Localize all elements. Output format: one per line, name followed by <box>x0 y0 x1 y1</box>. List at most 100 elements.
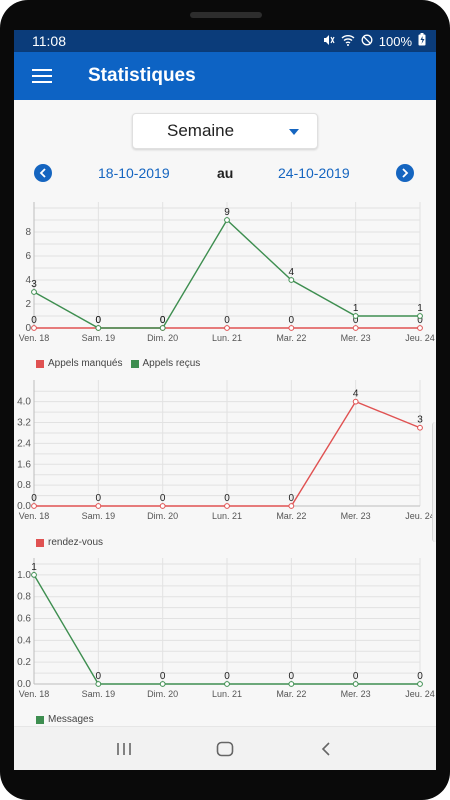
x-tick-label: Jeu. 24 <box>405 689 435 699</box>
data-point <box>159 681 166 687</box>
legend-item-appointments: rendez-vous <box>36 537 103 548</box>
data-point <box>95 503 102 509</box>
data-label: 0 <box>160 315 166 326</box>
data-label: 0 <box>224 493 230 504</box>
data-point <box>224 217 230 223</box>
date-to[interactable]: 24-10-2019 <box>278 165 350 181</box>
x-tick-label: Sam. 19 <box>82 689 116 699</box>
chevron-right-icon <box>402 168 409 178</box>
y-tick-label: 6 <box>25 251 31 262</box>
data-label: 0 <box>31 493 37 504</box>
y-tick-label: 0.0 <box>17 679 31 690</box>
battery-icon <box>418 33 426 49</box>
appointments-chart: 0.0 0.8 1.6 2.4 3.2 4.0 Ven. 18 Sam. 19 Dim. 20 L… <box>14 378 436 538</box>
home-icon <box>216 741 234 756</box>
legend-label: Appels reçus <box>142 358 201 369</box>
x-tick-label: Dim. 20 <box>147 511 178 521</box>
data-point <box>159 325 166 331</box>
legend-label: Messages <box>48 714 94 725</box>
date-separator: au <box>217 165 234 181</box>
legend-item-received-calls: Appels reçus <box>130 358 201 369</box>
data-point <box>417 424 423 431</box>
data-point <box>159 503 166 509</box>
messages-chart-legend: Messages <box>36 714 94 725</box>
data-label: 0 <box>353 671 359 682</box>
previous-week-button[interactable] <box>34 164 52 182</box>
data-point <box>31 325 37 331</box>
y-tick-label: 0.8 <box>17 592 31 603</box>
app-bar: Statistiques <box>14 52 436 100</box>
date-from[interactable]: 18-10-2019 <box>98 165 170 181</box>
x-tick-label: Ven. 18 <box>19 511 50 521</box>
x-tick-label: Jeu. 24 <box>405 333 435 343</box>
legend-item-messages: Messages <box>36 714 94 725</box>
appointments-chart-legend: rendez-vous <box>36 537 103 548</box>
data-label: 0 <box>224 671 230 682</box>
data-point <box>288 681 295 687</box>
x-tick-label: Lun. 21 <box>212 511 242 521</box>
x-tick-label: Ven. 18 <box>19 689 50 699</box>
speaker-grille <box>190 12 262 18</box>
data-point <box>417 313 423 319</box>
data-label: 0 <box>96 315 102 326</box>
data-label: 0 <box>31 315 37 326</box>
battery-percent: 100% <box>378 33 412 49</box>
data-label: 9 <box>224 207 230 218</box>
data-label: 0 <box>224 315 230 326</box>
data-label: 4 <box>289 267 295 278</box>
x-tick-label: Ven. 18 <box>19 333 50 343</box>
data-label: 0 <box>289 315 295 326</box>
menu-icon[interactable] <box>32 69 52 83</box>
data-label: 0 <box>96 671 102 682</box>
x-tick-label: Mer. 23 <box>341 689 371 699</box>
y-tick-label: 0 <box>25 323 31 334</box>
data-point <box>224 503 230 509</box>
do-not-disturb-icon <box>361 34 373 49</box>
x-tick-label: Lun. 21 <box>212 689 242 699</box>
home-button[interactable] <box>210 734 240 764</box>
data-label: 0 <box>417 315 423 326</box>
y-tick-label: 2 <box>25 299 31 310</box>
android-navigation-bar <box>14 726 436 770</box>
x-tick-label: Mer. 23 <box>341 511 371 521</box>
y-tick-label: 0.2 <box>17 657 31 668</box>
x-tick-label: Mar. 22 <box>276 511 306 521</box>
data-label: 1 <box>353 303 359 314</box>
data-point <box>95 681 102 687</box>
back-icon <box>321 741 330 756</box>
x-tick-label: Mar. 22 <box>276 333 306 343</box>
status-icons: 100% <box>323 33 426 49</box>
chevron-left-icon <box>39 168 46 178</box>
x-tick-label: Dim. 20 <box>147 689 178 699</box>
data-label: 0 <box>96 493 102 504</box>
chevron-down-icon <box>289 129 299 135</box>
next-week-button[interactable] <box>396 164 414 182</box>
period-dropdown[interactable]: Semaine <box>132 113 318 149</box>
page-title: Statistiques <box>88 65 196 86</box>
data-point <box>288 503 295 509</box>
date-range-row: 18-10-2019 au 24-10-2019 <box>14 162 436 184</box>
status-time: 11:08 <box>32 33 66 49</box>
x-tick-label: Dim. 20 <box>147 333 178 343</box>
x-tick-label: Sam. 19 <box>82 511 116 521</box>
statistics-content: Semaine 18-10-2019 au 24-10-2019 0 2 4 6 8 Ve… <box>14 100 436 726</box>
data-point <box>224 325 230 331</box>
data-label: 0 <box>96 315 102 326</box>
period-dropdown-value: Semaine <box>167 121 235 140</box>
data-point <box>95 325 102 331</box>
data-point <box>352 681 359 687</box>
legend-label: Appels manqués <box>48 358 123 369</box>
scroll-edge-handle[interactable] <box>432 422 436 542</box>
back-button[interactable] <box>311 734 341 764</box>
wifi-icon <box>341 34 355 49</box>
data-label: 0 <box>160 671 166 682</box>
recent-apps-button[interactable] <box>109 734 139 764</box>
data-point <box>224 681 230 687</box>
legend-label: rendez-vous <box>48 537 104 548</box>
data-label: 3 <box>31 279 37 290</box>
data-point <box>288 325 295 331</box>
y-tick-label: 0.0 <box>17 501 31 512</box>
data-label: 3 <box>417 415 423 426</box>
data-label: 1 <box>417 303 423 314</box>
